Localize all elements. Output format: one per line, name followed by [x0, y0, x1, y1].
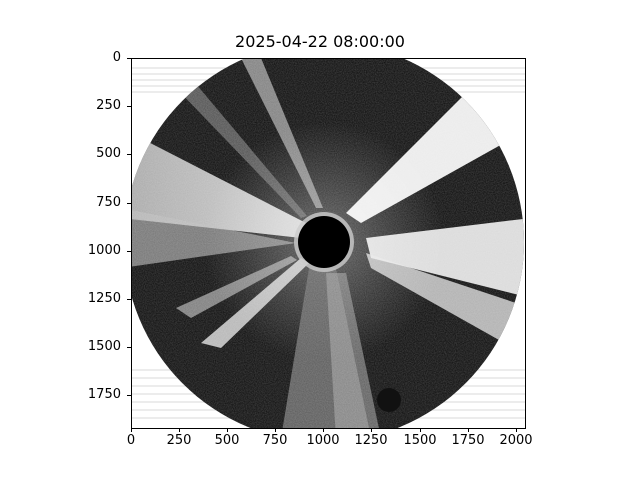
y-tick-mark: [127, 347, 131, 348]
x-tick-label: 2000: [499, 433, 533, 448]
x-tick-label: 1750: [451, 433, 485, 448]
x-tick-mark: [516, 428, 517, 432]
y-tick-mark: [127, 251, 131, 252]
x-tick-label: 750: [262, 433, 288, 448]
x-tick-label: 0: [126, 433, 136, 448]
y-tick-label: 500: [96, 146, 121, 161]
x-tick-label: 250: [166, 433, 192, 448]
y-tick-label: 1500: [87, 339, 121, 354]
x-tick-mark: [179, 428, 180, 432]
x-tick-mark: [227, 428, 228, 432]
y-tick-mark: [127, 106, 131, 107]
y-tick-label: 250: [96, 98, 121, 113]
y-tick-label: 0: [112, 50, 121, 65]
y-tick-label: 1250: [87, 291, 121, 306]
dark-spot: [377, 388, 401, 412]
y-tick-mark: [127, 203, 131, 204]
coronagraph-image: [131, 58, 525, 428]
coronagraph-svg: [131, 58, 525, 428]
y-tick-mark: [127, 58, 131, 59]
x-tick-mark: [420, 428, 421, 432]
y-tick-label: 750: [96, 195, 121, 210]
x-tick-mark: [323, 428, 324, 432]
y-tick-mark: [127, 299, 131, 300]
x-tick-label: 1000: [306, 433, 340, 448]
x-tick-mark: [468, 428, 469, 432]
plot-title: 2025-04-22 08:00:00: [235, 32, 405, 51]
y-tick-label: 1000: [87, 243, 121, 258]
x-tick-label: 500: [214, 433, 240, 448]
x-tick-label: 1500: [403, 433, 437, 448]
x-tick-mark: [275, 428, 276, 432]
y-tick-mark: [127, 395, 131, 396]
x-tick-mark: [371, 428, 372, 432]
occulting-disk: [298, 216, 350, 268]
y-tick-label: 1750: [87, 387, 121, 402]
y-tick-mark: [127, 154, 131, 155]
field-of-view: [131, 58, 524, 428]
x-tick-label: 1250: [354, 433, 388, 448]
x-tick-mark: [131, 428, 132, 432]
